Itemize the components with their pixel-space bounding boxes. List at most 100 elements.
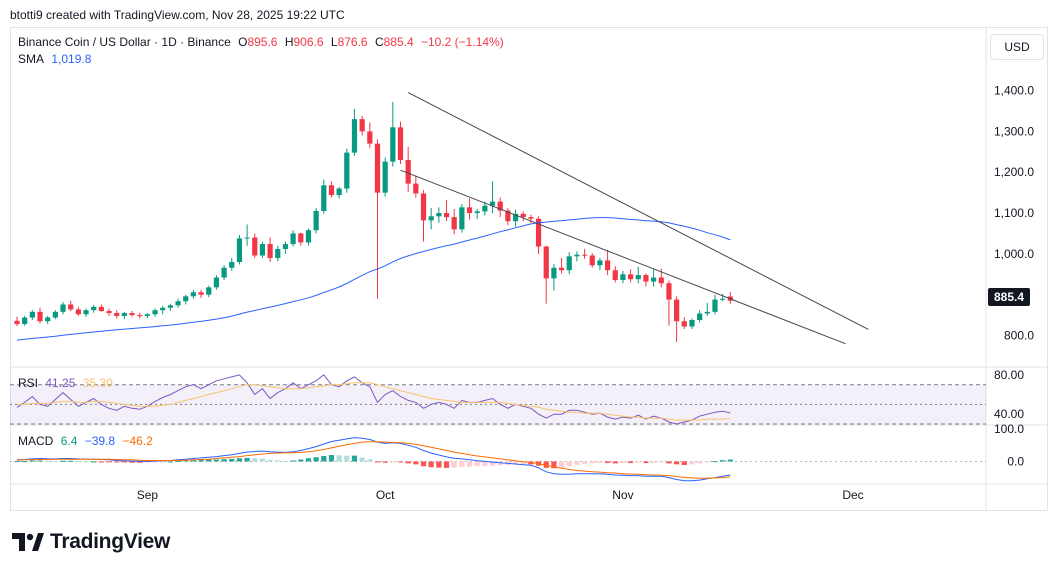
tradingview-logo[interactable]: TradingView xyxy=(12,530,170,554)
candle-body xyxy=(198,292,204,295)
macd-histogram-bar xyxy=(236,458,243,462)
candle xyxy=(121,311,127,320)
macd-histogram-bar xyxy=(144,461,150,463)
candle xyxy=(397,121,404,165)
macd-histogram-bar xyxy=(252,458,258,462)
macd-histogram-bar xyxy=(543,461,549,468)
candle xyxy=(382,157,388,197)
macd-histogram-bar xyxy=(628,461,634,464)
macd-histogram-bar xyxy=(497,461,503,466)
macd-histogram-bar xyxy=(566,461,572,467)
candle xyxy=(643,273,649,287)
macd-legend: MACD 6.4 −39.8 −46.2 xyxy=(18,434,157,448)
sma-label[interactable]: SMA xyxy=(18,52,45,66)
candle-body xyxy=(681,321,687,327)
macd-histogram-bar xyxy=(720,460,726,462)
candle-body xyxy=(236,238,243,263)
macd-histogram-bar xyxy=(68,460,74,462)
candle-body xyxy=(267,244,273,258)
candle-body xyxy=(229,262,235,268)
candle xyxy=(390,102,396,167)
macd-histogram-bar xyxy=(382,461,388,463)
macd-histogram-bar xyxy=(520,461,526,465)
macd-histogram-bar xyxy=(658,461,664,463)
candle xyxy=(489,181,496,214)
candle xyxy=(282,241,289,254)
chart-credit: btotti9 created with TradingView.com, No… xyxy=(10,8,345,22)
candle xyxy=(328,181,335,198)
candle xyxy=(29,310,35,320)
candle-body xyxy=(651,277,657,282)
rsi-ma-line xyxy=(17,382,731,421)
candle xyxy=(374,139,381,299)
candle xyxy=(512,209,519,227)
macd-histogram-bar xyxy=(83,461,89,463)
macd-histogram-bar xyxy=(689,461,695,465)
macd-histogram-bar xyxy=(612,461,618,464)
candle-body xyxy=(221,267,227,278)
candle-body xyxy=(697,313,703,320)
candle xyxy=(597,257,603,271)
signal-value: −39.8 xyxy=(84,434,116,448)
macd-histogram-bar xyxy=(697,461,703,464)
candle xyxy=(336,186,342,199)
ohlc-high: H906.6 xyxy=(285,35,324,49)
candle xyxy=(37,307,43,324)
candle-body xyxy=(213,277,220,288)
macd-histogram-bar xyxy=(29,460,35,462)
macd-histogram-bar xyxy=(574,461,580,465)
macd-histogram-bar xyxy=(367,459,373,462)
macd-histogram-bar xyxy=(620,461,626,464)
macd-histogram-bar xyxy=(267,459,273,462)
candle-body xyxy=(482,205,488,212)
macd-histogram-bar xyxy=(428,461,434,468)
candle xyxy=(290,230,296,247)
close-label: C xyxy=(374,35,384,49)
candle-body xyxy=(543,246,549,279)
candle-body xyxy=(497,201,503,211)
candle-body xyxy=(344,152,350,189)
macd-histogram-bar xyxy=(221,459,227,462)
high-label: H xyxy=(284,35,294,49)
candle-body xyxy=(183,296,189,302)
currency-button[interactable]: USD xyxy=(990,34,1044,60)
macd-histogram-bar xyxy=(551,461,557,469)
candle-body xyxy=(658,277,664,284)
symbol-title[interactable]: Binance Coin / US Dollar · 1D · Binance xyxy=(18,35,231,49)
candle-body xyxy=(566,256,572,271)
candle xyxy=(344,148,350,193)
macd-histogram-bar xyxy=(459,461,465,467)
macd-line xyxy=(16,437,731,482)
macd-histogram-bar xyxy=(704,461,710,463)
macd-axis-tick: 100.0 xyxy=(994,422,1024,436)
candle xyxy=(482,201,488,216)
close-value: 885.4 xyxy=(383,35,414,49)
macd-histogram-bar xyxy=(275,460,281,462)
candle xyxy=(628,269,634,283)
sma-value: 1,019.8 xyxy=(51,52,92,66)
candle-body xyxy=(321,185,327,211)
candle xyxy=(83,308,89,318)
macd-histogram-bar xyxy=(344,455,350,462)
candle-body xyxy=(413,183,419,194)
candle xyxy=(75,306,81,316)
tradingview-logo-icon xyxy=(12,533,44,551)
candle-body xyxy=(37,311,43,322)
macd-histogram-bar xyxy=(558,461,565,468)
candle xyxy=(551,264,557,291)
low-label: L xyxy=(330,35,338,49)
candle-body xyxy=(512,213,519,222)
macd-label[interactable]: MACD xyxy=(18,434,54,448)
candle xyxy=(543,245,549,304)
macd-histogram-bar xyxy=(14,461,20,463)
macd-value: 6.4 xyxy=(60,434,78,448)
rsi-label[interactable]: RSI xyxy=(18,376,39,390)
candle-body xyxy=(628,274,634,280)
macd-histogram-bar xyxy=(436,461,442,468)
candle xyxy=(604,249,611,276)
candle-body xyxy=(367,131,373,144)
sma-line xyxy=(16,217,731,341)
candle-body xyxy=(298,233,304,243)
macd-histogram-bar xyxy=(351,455,358,462)
